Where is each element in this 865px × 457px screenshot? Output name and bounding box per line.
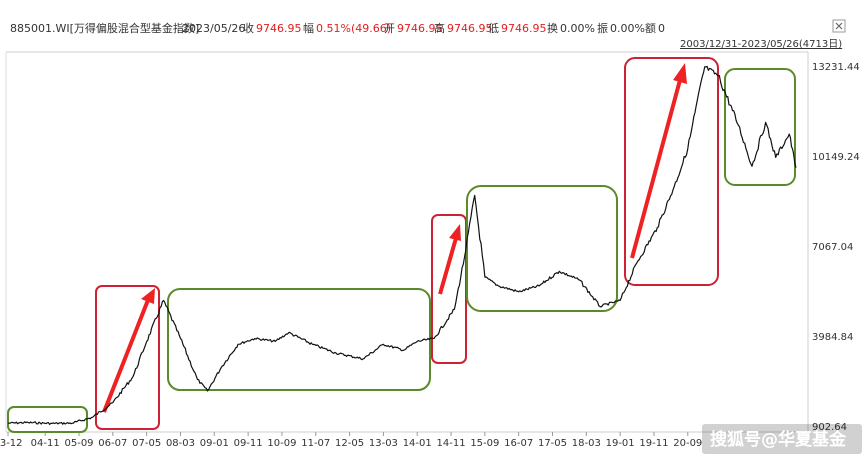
green-box-2015 xyxy=(466,185,618,312)
amplitude-label: 振 xyxy=(597,21,608,35)
x-tick-label: 19-01 xyxy=(606,438,635,449)
trend-arrows xyxy=(102,63,687,413)
high-value: 9746.95 xyxy=(447,22,493,35)
arrow-2019 xyxy=(630,63,687,259)
series-line xyxy=(7,65,797,425)
arrow-2014 xyxy=(438,224,461,295)
green-box-2021 xyxy=(724,68,796,186)
x-tick-label: 10-09 xyxy=(267,438,296,449)
turnover-label: 换 xyxy=(547,21,558,35)
low-label: 低 xyxy=(488,22,499,35)
x-tick-label: 04-11 xyxy=(31,438,60,449)
x-tick-label: 18-03 xyxy=(572,438,601,449)
header-date: 2023/05/26 xyxy=(182,22,245,35)
x-tick-label: 16-07 xyxy=(504,438,533,449)
x-tick-label: 06-07 xyxy=(98,438,127,449)
y-tick-label: 7067.04 xyxy=(812,242,853,253)
low-value: 9746.95 xyxy=(501,22,547,35)
x-tick-label: 14-11 xyxy=(437,438,466,449)
watermark-text: 搜狐号@华夏基金 xyxy=(710,429,847,450)
y-tick-label: 3984.84 xyxy=(812,332,853,343)
high-label: 高 xyxy=(434,21,445,35)
x-tick-label: 08-03 xyxy=(166,438,195,449)
annotation-boxes xyxy=(7,57,796,433)
x-tick-label: 12-05 xyxy=(335,438,364,449)
x-tick-label: 19-11 xyxy=(639,438,668,449)
x-tick-label: 13-03 xyxy=(369,438,398,449)
y-axis: 13231.44 10149.24 7067.04 3984.84 902.64 xyxy=(812,62,860,433)
red-box-2014 xyxy=(431,214,467,364)
x-axis: 03-12 04-11 05-09 06-07 07-05 08-03 09-01 09-11… xyxy=(0,432,702,449)
x-tick-label: 15-09 xyxy=(470,438,499,449)
x-tick-label: 05-09 xyxy=(64,438,93,449)
chart-header: 885001.WI[万得偏股混合型基金指数] 2023/05/26 收 9746… xyxy=(10,19,846,50)
x-tick-label: 09-11 xyxy=(234,438,263,449)
x-tick-label: 11-07 xyxy=(301,438,330,449)
volume-value: 0 xyxy=(658,22,665,35)
red-box-2019 xyxy=(624,57,719,286)
y-tick-label: 13231.44 xyxy=(812,62,860,73)
x-tick-label: 14-01 xyxy=(403,438,432,449)
close-icon[interactable] xyxy=(832,19,846,33)
volume-label: 额 xyxy=(645,22,656,35)
open-label: 开 xyxy=(384,22,395,35)
amplitude-value: 0.00% xyxy=(610,22,645,35)
y-tick-label: 902.64 xyxy=(812,422,847,433)
close-value: 9746.95 xyxy=(256,22,302,35)
plot-frame xyxy=(5,51,809,433)
close-label: 收 xyxy=(243,21,254,35)
change-label: 幅 xyxy=(303,22,314,35)
x-tick-label: 09-01 xyxy=(200,438,229,449)
x-tick-label: 20-09 xyxy=(673,438,702,449)
red-box-2006 xyxy=(95,285,160,430)
x-tick-label: 17-05 xyxy=(538,438,567,449)
x-tick-label: 07-05 xyxy=(132,438,161,449)
change-value: 0.51%(49.66) xyxy=(316,22,391,35)
turnover-value: 0.00% xyxy=(560,22,595,35)
x-tick-label: 03-12 xyxy=(0,438,23,449)
index-title: 885001.WI[万得偏股混合型基金指数] xyxy=(10,21,199,35)
y-tick-label: 10149.24 xyxy=(812,152,860,163)
green-box-2008 xyxy=(167,288,431,391)
green-box-2004 xyxy=(7,406,88,433)
open-value: 9746.95 xyxy=(397,22,443,35)
date-range[interactable]: 2003/12/31-2023/05/26(4713日) xyxy=(680,39,842,50)
watermark: 搜狐号@华夏基金 xyxy=(702,424,862,454)
arrow-2006 xyxy=(102,288,155,413)
